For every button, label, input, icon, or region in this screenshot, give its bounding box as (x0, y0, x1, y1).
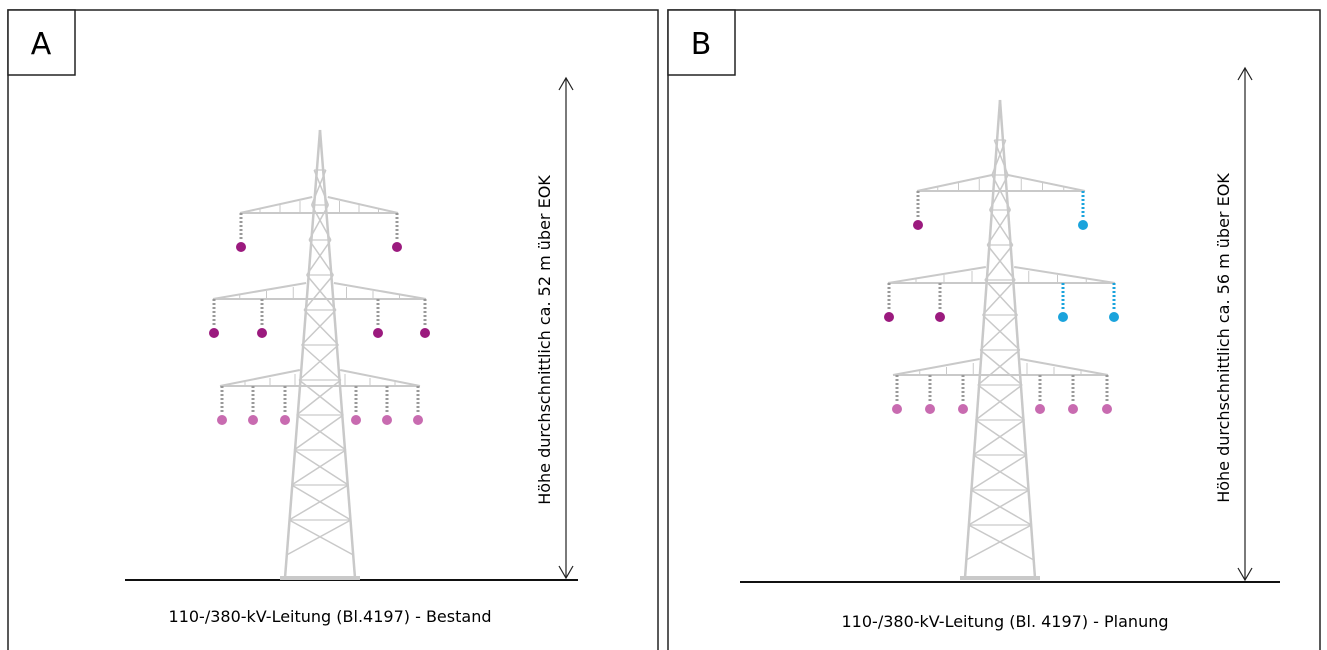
tower-strut (968, 489, 1030, 526)
tower-strut (288, 519, 354, 556)
conductor (913, 220, 923, 230)
conductor (958, 404, 968, 414)
tower-strut (1020, 358, 1109, 376)
tower-strut (984, 244, 1014, 281)
tower-strut (986, 209, 1011, 246)
tower-strut (963, 99, 1002, 579)
conductor (382, 415, 392, 425)
conductor (925, 404, 935, 414)
label-box (7, 9, 76, 76)
tower-strut (916, 174, 993, 192)
tower-strut (970, 454, 1028, 491)
tower-strut (308, 239, 334, 276)
height-label: Höhe durchschnittlich ca. 52 m über EOK (535, 175, 554, 505)
tower-strut (296, 414, 347, 451)
tower-strut (308, 204, 330, 241)
tower-strut (219, 369, 301, 387)
tower-strut (303, 274, 334, 311)
tower-strut (339, 369, 421, 387)
panel-label: A (31, 27, 52, 62)
tower-strut (1014, 266, 1116, 284)
conductor (1102, 404, 1112, 414)
tower-strut (965, 524, 1032, 561)
height-label: Höhe durchschnittlich ca. 56 m über EOK (1214, 173, 1233, 503)
conductor (1109, 312, 1119, 322)
tower-strut (998, 99, 1037, 579)
tower-strut (892, 358, 980, 376)
tower-strut (310, 169, 327, 206)
tower-strut (327, 196, 399, 214)
tower-strut (887, 266, 986, 284)
tower-strut (991, 139, 1007, 176)
tower-strut (984, 279, 1018, 316)
tower-strut (979, 349, 1023, 386)
tower-strut (977, 384, 1025, 421)
tower-strut (298, 344, 339, 381)
tower-strut (982, 279, 1016, 316)
tower-strut (291, 449, 347, 486)
conductor (935, 312, 945, 322)
tower-strut (975, 384, 1023, 421)
conductor (280, 415, 290, 425)
tower-strut (972, 454, 1030, 491)
tower-strut (293, 414, 344, 451)
tower-strut (975, 419, 1028, 456)
panel-frame (667, 9, 1321, 650)
tower-strut (301, 309, 337, 346)
tower-strut (968, 524, 1035, 561)
conductor (413, 415, 423, 425)
tower-strut (288, 484, 349, 521)
conductor (1058, 312, 1068, 322)
towers (209, 99, 1119, 580)
tower-strut (306, 274, 337, 311)
tower-strut (310, 204, 332, 241)
tower-strut (989, 209, 1014, 246)
conductor (209, 328, 219, 338)
caption: 110-/380-kV-Leitung (Bl. 4197) - Planung (842, 612, 1169, 631)
tower-strut (313, 169, 330, 206)
tower-strut (977, 349, 1021, 386)
conductor (257, 328, 267, 338)
tower-strut (303, 309, 339, 346)
conductor (1068, 404, 1078, 414)
conductor (373, 328, 383, 338)
tower-strut (293, 449, 349, 486)
tower-strut (993, 139, 1009, 176)
conductor (217, 415, 227, 425)
tower-strut (972, 419, 1025, 456)
conductor (892, 404, 902, 414)
caption: 110-/380-kV-Leitung (Bl.4197) - Bestand (169, 607, 492, 626)
tower-strut (301, 344, 342, 381)
tower-strut (970, 489, 1032, 526)
conductor (351, 415, 361, 425)
tower-strut (286, 519, 352, 556)
tower-strut (988, 174, 1009, 211)
tower-strut (991, 174, 1012, 211)
tower-strut (1007, 174, 1086, 192)
tower-strut (979, 314, 1018, 351)
tower-strut (212, 282, 307, 300)
conductor (1035, 404, 1045, 414)
tower-strut (291, 484, 352, 521)
tower-strut (986, 244, 1016, 281)
label-box (667, 9, 736, 76)
tower-strut (239, 196, 313, 214)
conductor (1078, 220, 1088, 230)
panel-frame (7, 9, 659, 650)
tower-strut (982, 314, 1021, 351)
conductor (420, 328, 430, 338)
tower-strut (306, 239, 332, 276)
conductor (236, 242, 246, 252)
height-arrow (558, 66, 1253, 582)
conductor (248, 415, 258, 425)
tower-strut (333, 282, 427, 300)
panel-label: B (691, 27, 712, 62)
conductor (392, 242, 402, 252)
conductor (884, 312, 894, 322)
